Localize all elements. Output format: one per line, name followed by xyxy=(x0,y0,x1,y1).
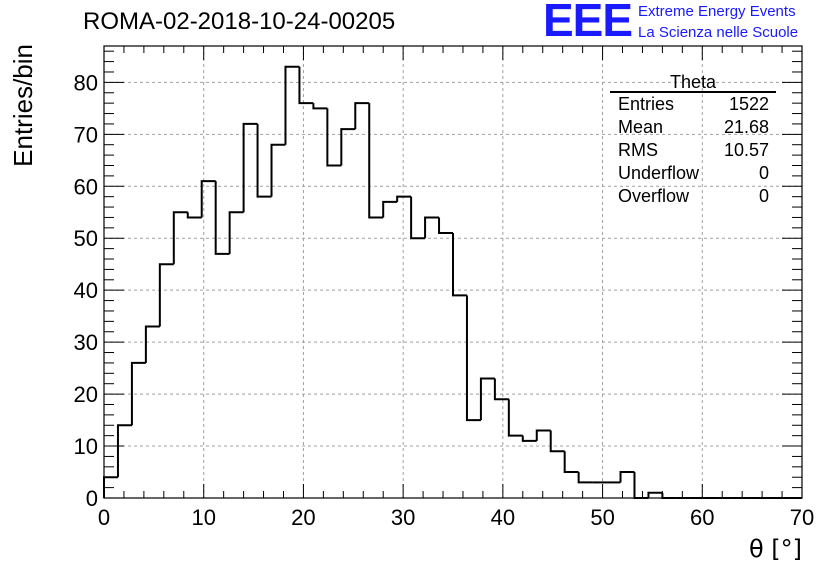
histogram-bars xyxy=(103,65,802,499)
y-tick-label: 50 xyxy=(74,226,98,251)
histogram-bin xyxy=(577,472,593,484)
histogram-bin xyxy=(158,263,174,327)
histogram-bin xyxy=(563,451,579,474)
stats-value: 1522 xyxy=(729,94,769,114)
histogram-bin xyxy=(633,472,649,499)
histogram-bin xyxy=(479,377,495,421)
histogram-bin xyxy=(647,491,663,498)
histogram-bin xyxy=(507,399,523,437)
x-tick-label: 40 xyxy=(491,505,515,530)
y-tick-label: 10 xyxy=(74,434,98,459)
eee-logo-mark: EEE xyxy=(543,0,633,46)
stats-value: 0 xyxy=(759,186,769,206)
histogram-bin xyxy=(452,233,467,297)
stats-label: Entries xyxy=(618,94,674,114)
histogram-bin xyxy=(410,196,426,240)
logo-tagline-1: Extreme Energy Events xyxy=(638,3,796,20)
x-tick-label: 70 xyxy=(790,505,814,530)
histogram-bin xyxy=(270,143,286,197)
histogram-bin xyxy=(661,492,677,499)
histogram-bin xyxy=(340,128,356,166)
histogram-bin xyxy=(172,211,188,265)
histogram-bin xyxy=(242,122,258,213)
histogram-bin xyxy=(200,180,216,218)
histogram-bin xyxy=(144,325,160,363)
y-tick-label: 60 xyxy=(74,174,98,199)
histogram-bin xyxy=(354,102,370,130)
axis-ticks xyxy=(103,46,803,499)
histogram-bin xyxy=(312,103,328,110)
histogram-bin xyxy=(116,424,132,478)
stats-label: Mean xyxy=(618,117,663,137)
histogram-bin xyxy=(130,361,146,426)
histogram-bin xyxy=(256,123,272,198)
y-tick-label: 30 xyxy=(74,330,98,355)
x-tick-label: 20 xyxy=(291,505,315,530)
tick-labels: 0 10 20 30 40 50 60 70 0 10 20 30 40 50 60 70 80 xyxy=(74,70,815,530)
histogram-bin xyxy=(549,430,565,453)
stats-title: Theta xyxy=(670,72,717,92)
histogram-bin xyxy=(382,200,398,218)
logo-tagline-2: La Scienza nelle Scuole xyxy=(638,24,799,41)
histogram-bin xyxy=(326,108,342,167)
x-tick-label: 50 xyxy=(590,505,614,530)
histogram-bin xyxy=(493,378,509,401)
histogram-bin xyxy=(214,181,230,255)
histogram-bin xyxy=(619,471,635,483)
y-tick-label: 0 xyxy=(86,486,98,511)
stats-value: 0 xyxy=(759,163,769,183)
histogram-bin xyxy=(228,211,244,254)
y-tick-label: 40 xyxy=(74,278,98,303)
stats-label: RMS xyxy=(618,140,658,160)
y-tick-label: 20 xyxy=(74,382,98,407)
y-tick-label: 70 xyxy=(74,122,98,147)
x-tick-label: 30 xyxy=(391,505,415,530)
histogram-bin xyxy=(521,435,537,442)
histogram-bin xyxy=(396,195,412,202)
histogram-bin xyxy=(368,103,384,219)
histogram-bin xyxy=(424,216,440,239)
histogram-bin xyxy=(438,217,453,235)
x-tick-label: 10 xyxy=(191,505,215,530)
stats-value: 21.68 xyxy=(724,117,769,137)
histogram-bin xyxy=(186,212,202,219)
y-axis-label: Entries/bin xyxy=(8,44,38,167)
histogram-bin xyxy=(535,429,551,441)
stats-label: Overflow xyxy=(618,186,690,206)
stats-label: Underflow xyxy=(618,163,700,183)
y-tick-label: 80 xyxy=(74,70,98,95)
x-tick-label: 60 xyxy=(690,505,714,530)
plot-frame xyxy=(103,45,803,499)
histogram-bin xyxy=(284,65,300,145)
x-axis-label: θ [°] xyxy=(749,535,802,563)
histogram-bin xyxy=(465,295,481,422)
plot-title: ROMA-02-2018-10-24-00205 xyxy=(83,8,396,35)
x-tick-label: 0 xyxy=(98,505,110,530)
eee-logo: EEE Extreme Energy Events La Scienza nel… xyxy=(543,0,833,46)
stats-value: 10.57 xyxy=(724,140,769,160)
histogram-bin xyxy=(298,66,314,105)
